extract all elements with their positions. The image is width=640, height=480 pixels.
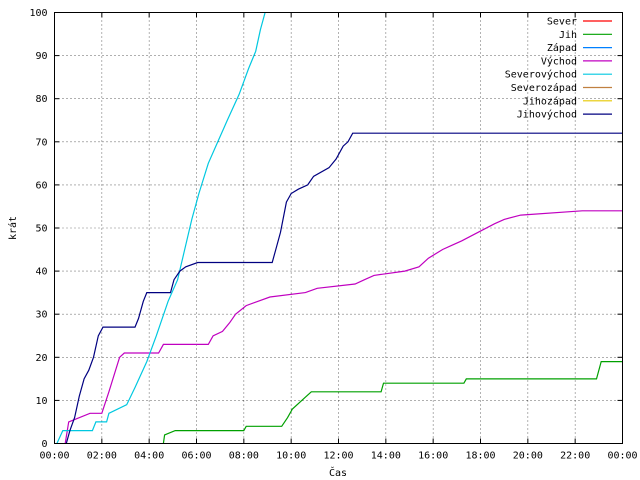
x-tick-label: 18:00 — [465, 451, 495, 462]
x-tick-label: 06:00 — [181, 451, 211, 462]
y-tick-label: 40 — [35, 267, 47, 278]
legend-label: Severovýchod — [505, 69, 577, 81]
y-tick-label: 80 — [35, 94, 47, 105]
y-tick-label: 100 — [29, 8, 47, 19]
y-tick-label: 60 — [35, 180, 47, 191]
x-tick-label: 14:00 — [371, 451, 401, 462]
axis-ticks: 0 10 20 30 40 50 60 70 80 90 100 00:00 02:00 04:00 06:… — [29, 8, 637, 462]
y-tick-label: 50 — [35, 224, 47, 235]
y-tick-label: 30 — [35, 310, 47, 321]
x-tick-label: 00:00 — [39, 451, 69, 462]
legend-label: Jih — [559, 30, 577, 41]
y-tick-label: 70 — [35, 137, 47, 148]
x-tick-label: 12:00 — [323, 451, 353, 462]
legend-label: Sever — [547, 17, 577, 28]
x-tick-label: 02:00 — [87, 451, 117, 462]
series-line-5 — [56, 12, 266, 444]
x-tick-label: 10:00 — [276, 451, 306, 462]
series-lines — [56, 12, 623, 444]
x-tick-label: 22:00 — [560, 451, 590, 462]
series-line-8 — [65, 132, 623, 444]
y-tick-label: 10 — [35, 396, 47, 407]
y-tick-label: 90 — [35, 51, 47, 62]
grid — [54, 12, 623, 444]
x-axis-label: Čas — [329, 466, 347, 479]
y-axis-label: krát — [7, 216, 19, 240]
plot-frame — [54, 12, 623, 444]
x-tick-label: 08:00 — [229, 451, 259, 462]
x-tick-label: 00:00 — [607, 451, 637, 462]
y-tick-label: 0 — [41, 439, 47, 450]
legend-label: Severozápad — [511, 82, 577, 94]
legend-label: Západ — [547, 42, 577, 54]
legend-label: Východ — [541, 55, 577, 67]
series-line-4 — [64, 210, 623, 444]
y-tick-label: 20 — [35, 353, 47, 364]
x-tick-label: 16:00 — [418, 451, 448, 462]
x-tick-label: 20:00 — [513, 451, 543, 462]
x-tick-label: 04:00 — [134, 451, 164, 462]
series-line-2 — [162, 361, 623, 444]
legend-label: Jihozápad — [523, 95, 577, 107]
legend-label: Jihovýchod — [517, 109, 577, 121]
